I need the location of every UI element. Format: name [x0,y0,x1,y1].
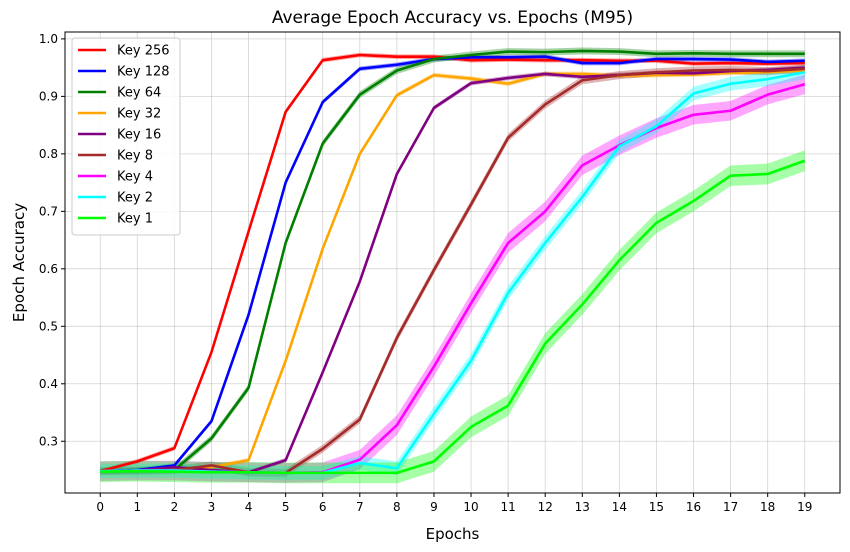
legend: Key 256 Key 128 Key 64 Key 32 Key 16 Key 8 Key… [71,37,181,236]
series-line [100,67,805,475]
x-tick-label: 18 [760,500,775,514]
x-axis-label: Epochs [426,525,480,543]
legend-label: Key 1 [117,212,153,227]
y-tick-label: 0.4 [39,377,58,391]
x-tick-label: 6 [319,500,327,514]
x-tick-label: 15 [649,500,664,514]
axis-ticks: 0 1 2 3 4 5 6 7 8 9 10 11 12 13 14 15 16 17 18 190.30.40.50… [39,32,813,514]
x-tick-label: 19 [797,500,812,514]
legend-label: Key 4 [117,170,153,185]
series-lines [99,49,806,475]
x-tick-label: 14 [612,500,627,514]
x-tick-label: 10 [463,500,478,514]
x-tick-label: 7 [356,500,364,514]
x-tick-label: 0 [96,500,104,514]
x-tick-label: 8 [393,500,401,514]
x-tick-label: 9 [430,500,438,514]
y-tick-label: 0.8 [39,147,58,161]
x-tick-label: 17 [723,500,738,514]
legend-label: Key 256 [117,44,170,59]
x-tick-label: 5 [282,500,290,514]
legend-label: Key 8 [117,149,153,164]
series-line [100,66,805,474]
legend-label: Key 16 [117,128,161,143]
series-line [100,49,805,473]
y-tick-label: 0.3 [39,434,58,448]
x-tick-label: 12 [538,500,553,514]
confidence-bands [100,47,805,484]
y-axis-label: Epoch Accuracy [10,203,28,322]
legend-label: Key 2 [117,191,153,206]
x-tick-label: 2 [171,500,179,514]
x-tick-label: 16 [686,500,701,514]
y-tick-label: 0.7 [39,204,58,218]
chart-title: Average Epoch Accuracy vs. Epochs (M95) [272,8,633,28]
y-tick-label: 0.5 [39,319,58,333]
x-tick-label: 11 [500,500,515,514]
legend-label: Key 128 [117,65,170,80]
series-line [100,159,806,475]
y-tick-label: 0.6 [39,262,58,276]
confidence-band [100,150,805,484]
legend-label: Key 32 [117,107,161,122]
legend-box [71,37,181,236]
x-tick-label: 13 [575,500,590,514]
confidence-band [100,74,805,483]
y-tick-label: 1.0 [39,32,58,46]
plot-frame [64,31,841,494]
x-tick-label: 1 [133,500,141,514]
x-tick-label: 4 [245,500,253,514]
legend-label: Key 64 [117,86,161,101]
y-tick-label: 0.9 [39,89,58,103]
x-tick-label: 3 [208,500,216,514]
